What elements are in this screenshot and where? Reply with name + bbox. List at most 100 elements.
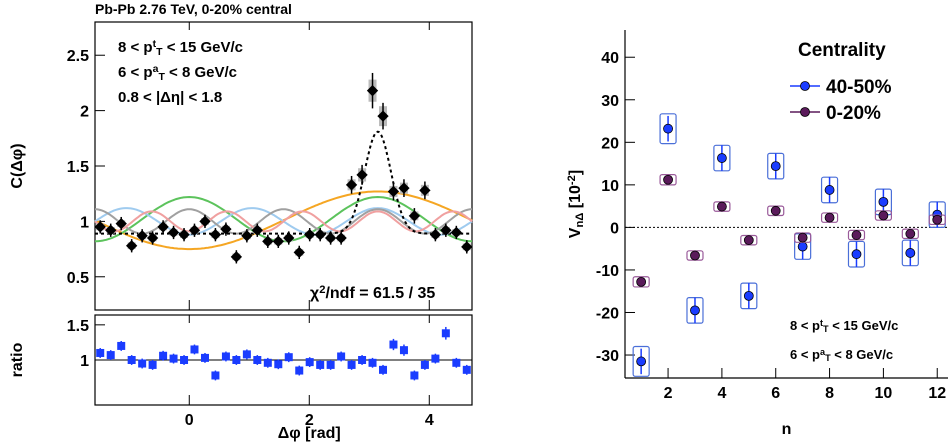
y-tick-label: 2 bbox=[80, 104, 89, 121]
data-point bbox=[356, 169, 368, 181]
annotation: 6 < paT < 8 GeV/c bbox=[790, 347, 893, 363]
data-point bbox=[241, 230, 253, 242]
data-point bbox=[797, 232, 808, 243]
sys-box bbox=[659, 113, 677, 145]
text-part: C(Δφ) bbox=[9, 143, 26, 188]
fit-component bbox=[94, 210, 473, 233]
data-point bbox=[450, 226, 462, 239]
data-point bbox=[636, 276, 647, 287]
text-part: T bbox=[825, 353, 831, 363]
text-part: T bbox=[823, 324, 829, 334]
text-part: < 15 GeV/c bbox=[163, 39, 243, 56]
text-part: 0.8 < |Δη| < 1.8 bbox=[118, 89, 222, 106]
text-part: < 15 GeV/c bbox=[829, 318, 899, 333]
x-tick-label: 10 bbox=[875, 385, 893, 402]
data-point bbox=[358, 356, 367, 364]
data-point bbox=[878, 196, 889, 207]
sys-box bbox=[632, 345, 650, 377]
text-part: -2 bbox=[566, 175, 578, 185]
y-tick-label: 20 bbox=[601, 135, 619, 152]
data-point bbox=[117, 341, 126, 350]
data-point bbox=[462, 365, 471, 374]
chart-title: Pb-Pb 2.76 TeV, 0-20% central bbox=[95, 1, 292, 17]
text-part: a bbox=[153, 63, 159, 75]
text-part: [10 bbox=[567, 185, 584, 213]
y-tick-label: 1.5 bbox=[67, 159, 89, 176]
y-tick-label: -20 bbox=[596, 305, 619, 322]
data-point bbox=[743, 290, 754, 301]
y-tick-label: 10 bbox=[601, 178, 619, 195]
text-part: T bbox=[156, 46, 163, 58]
text-part: t bbox=[820, 318, 823, 328]
data-point bbox=[429, 229, 442, 241]
y-axis-label: VnΔ [10-2] bbox=[566, 170, 586, 238]
data-point bbox=[263, 358, 272, 367]
data-point bbox=[743, 235, 754, 246]
y-tick-label: 1 bbox=[80, 214, 89, 231]
fit-quality: χ2/ndf = 61.5 / 35 bbox=[310, 284, 435, 302]
data-point bbox=[253, 356, 262, 364]
total-fit bbox=[95, 130, 472, 235]
x-tick-label: 2 bbox=[305, 412, 314, 429]
annotation: 8 < ptT < 15 GeV/c bbox=[118, 38, 243, 58]
data-point bbox=[316, 360, 325, 369]
data-point bbox=[461, 241, 473, 253]
data-point bbox=[211, 371, 220, 380]
text-part: χ bbox=[310, 285, 320, 302]
text-part: 6 < p bbox=[790, 347, 820, 362]
text-part: < 8 GeV/c bbox=[165, 64, 237, 81]
data-point bbox=[136, 230, 148, 242]
data-point bbox=[717, 201, 727, 212]
y-tick-label: -10 bbox=[596, 263, 619, 280]
legend-marker bbox=[800, 81, 810, 91]
text-part: 2 bbox=[319, 284, 325, 296]
data-point bbox=[167, 226, 180, 239]
data-point bbox=[770, 205, 781, 216]
data-point bbox=[157, 221, 169, 233]
y-tick-label: -30 bbox=[596, 348, 619, 365]
x-tick-label: 8 bbox=[825, 385, 834, 402]
data-point bbox=[190, 345, 199, 354]
data-point bbox=[262, 235, 274, 247]
data-point bbox=[221, 352, 230, 361]
data-point bbox=[199, 215, 211, 228]
text-part: n bbox=[782, 421, 792, 438]
text-part: V bbox=[567, 227, 584, 238]
x-tick-label: 0 bbox=[185, 412, 194, 429]
x-tick-label: 2 bbox=[664, 385, 673, 402]
sys-box bbox=[659, 174, 677, 186]
data-point bbox=[326, 360, 335, 369]
data-point bbox=[408, 210, 421, 222]
x-tick-label: 6 bbox=[771, 385, 780, 402]
data-point bbox=[220, 223, 232, 235]
x-axis-label: Δφ [rad] bbox=[278, 425, 341, 442]
x-axis-label: n bbox=[782, 421, 792, 438]
data-point bbox=[180, 356, 189, 364]
data-point bbox=[387, 185, 400, 198]
data-point bbox=[398, 182, 410, 194]
data-point bbox=[440, 224, 452, 236]
data-point bbox=[878, 210, 889, 221]
data-point bbox=[200, 353, 209, 362]
data-point bbox=[420, 360, 429, 369]
text-part: ratio bbox=[9, 342, 26, 377]
data-point bbox=[368, 358, 377, 367]
data-point bbox=[146, 232, 159, 244]
data-point bbox=[851, 249, 862, 260]
text-part: ] bbox=[567, 170, 584, 175]
text-part: < 8 GeV/c bbox=[831, 347, 894, 362]
data-point bbox=[284, 353, 293, 362]
text-part: a bbox=[820, 347, 826, 357]
data-point bbox=[209, 229, 222, 241]
text-part: 8 < p bbox=[118, 39, 153, 56]
data-point bbox=[636, 356, 647, 367]
data-point bbox=[126, 240, 138, 252]
data-point bbox=[295, 366, 304, 375]
data-point bbox=[324, 232, 337, 244]
data-point bbox=[314, 229, 326, 241]
data-point bbox=[304, 229, 316, 241]
legend-label: 0-20% bbox=[826, 103, 881, 124]
data-point bbox=[188, 224, 201, 236]
data-point bbox=[159, 351, 168, 360]
x-tick-label: 4 bbox=[717, 385, 726, 402]
